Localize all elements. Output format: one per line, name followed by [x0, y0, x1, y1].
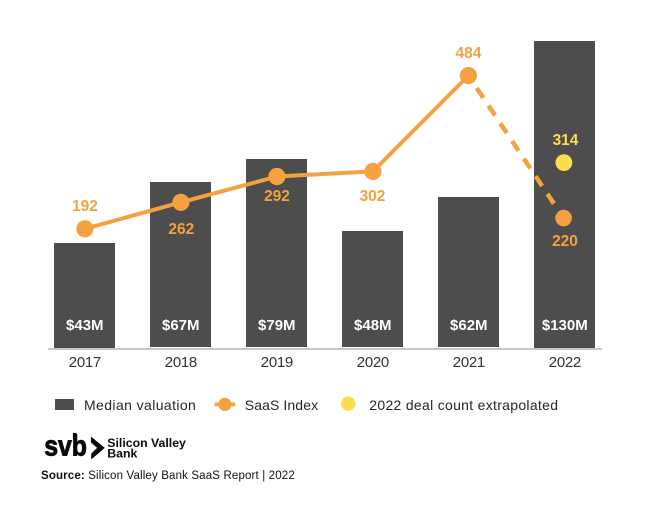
svg-text:Bank: Bank [107, 447, 137, 461]
svg-text:svb: svb [44, 431, 87, 462]
svg-text:Silicon Valley: Silicon Valley [107, 436, 186, 450]
